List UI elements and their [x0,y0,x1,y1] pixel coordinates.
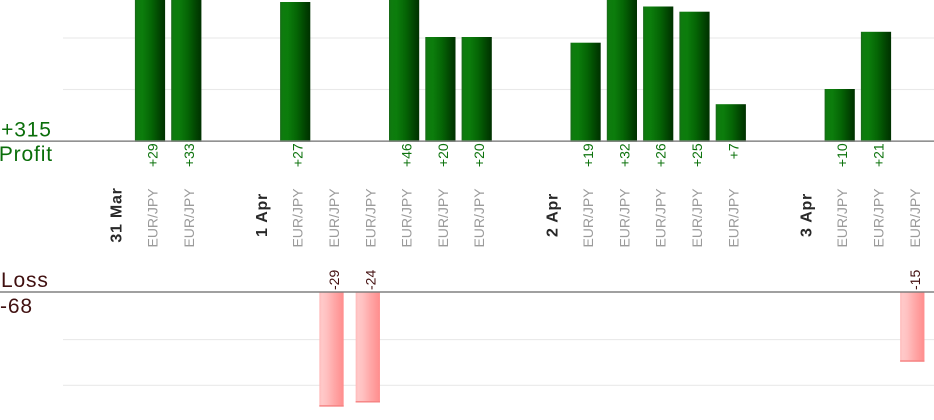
svg-text:EUR/JPY: EUR/JPY [290,188,306,248]
svg-text:EUR/JPY: EUR/JPY [689,188,705,248]
svg-text:+19: +19 [580,143,596,167]
svg-text:EUR/JPY: EUR/JPY [616,188,632,248]
svg-text:3 Apr: 3 Apr [798,193,815,237]
svg-text:2 Apr: 2 Apr [544,193,561,237]
svg-text:1 Apr: 1 Apr [254,193,271,237]
svg-text:EUR/JPY: EUR/JPY [725,188,741,248]
svg-text:+315: +315 [1,119,52,142]
svg-text:+20: +20 [435,143,451,167]
svg-text:-68: -68 [0,295,33,318]
svg-text:+25: +25 [689,143,705,167]
svg-text:31 Mar: 31 Mar [109,187,126,242]
svg-text:Loss: Loss [1,269,49,292]
svg-text:+46: +46 [399,143,415,167]
svg-text:EUR/JPY: EUR/JPY [326,188,342,248]
svg-text:EUR/JPY: EUR/JPY [399,188,415,248]
svg-text:-15: -15 [907,270,923,290]
svg-text:EUR/JPY: EUR/JPY [362,188,378,248]
svg-text:+10: +10 [834,143,850,167]
svg-text:EUR/JPY: EUR/JPY [834,188,850,248]
svg-text:EUR/JPY: EUR/JPY [580,188,596,248]
svg-text:+26: +26 [653,143,669,167]
svg-text:EUR/JPY: EUR/JPY [471,188,487,248]
svg-text:+33: +33 [181,143,197,167]
svg-text:EUR/JPY: EUR/JPY [871,188,887,248]
svg-text:EUR/JPY: EUR/JPY [181,188,197,248]
svg-text:+32: +32 [616,143,632,167]
svg-text:EUR/JPY: EUR/JPY [145,188,161,248]
svg-text:-29: -29 [326,270,342,290]
svg-text:+20: +20 [471,143,487,167]
svg-text:+7: +7 [725,143,741,159]
svg-text:-24: -24 [362,270,378,290]
svg-text:+21: +21 [871,143,887,167]
svg-text:EUR/JPY: EUR/JPY [653,188,669,248]
svg-text:EUR/JPY: EUR/JPY [435,188,451,248]
svg-text:Profit: Profit [0,143,53,166]
svg-text:+29: +29 [145,143,161,167]
svg-text:EUR/JPY: EUR/JPY [907,188,923,248]
svg-text:+27: +27 [290,143,306,167]
